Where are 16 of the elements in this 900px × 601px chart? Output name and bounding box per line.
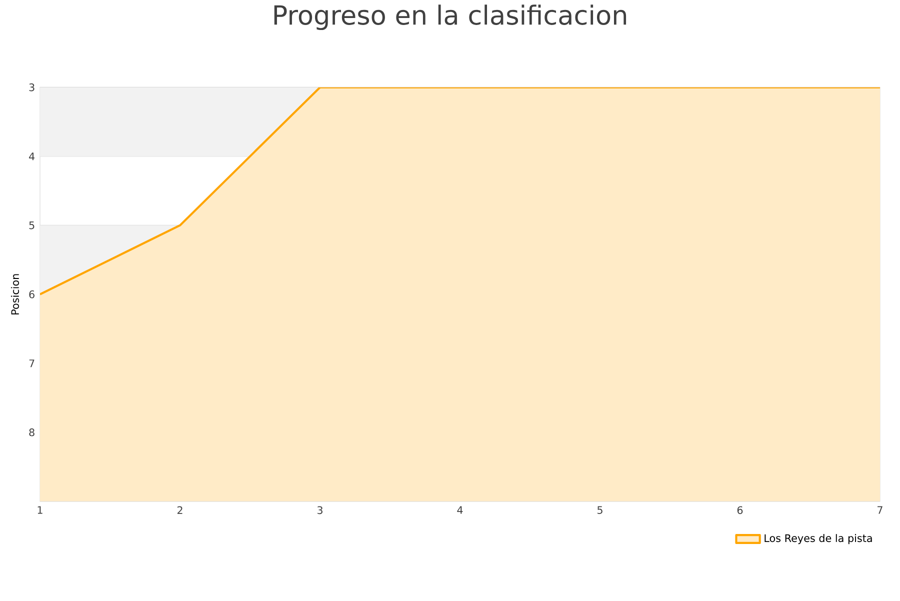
chart-title: Progreso en la clasificacion: [274, 4, 626, 30]
y-axis-title: Posicion: [10, 274, 20, 314]
x-tick-label: 2: [177, 506, 182, 514]
y-tick-label: 7: [29, 359, 34, 367]
legend-label: Los Reyes de la pista: [764, 534, 872, 544]
y-tick-label: 4: [29, 152, 35, 160]
y-tick-label: 8: [29, 428, 34, 436]
x-tick-label: 1: [38, 506, 42, 514]
y-tick-label: 3: [29, 83, 34, 92]
y-tick-label: 6: [29, 290, 34, 298]
x-tick-label: 6: [737, 506, 743, 514]
x-tick-label: 4: [457, 506, 463, 514]
y-tick-label: 5: [29, 221, 34, 230]
x-tick-label: 7: [878, 506, 882, 514]
x-tick-label: 3: [317, 506, 322, 514]
x-tick-label: 5: [597, 506, 602, 514]
